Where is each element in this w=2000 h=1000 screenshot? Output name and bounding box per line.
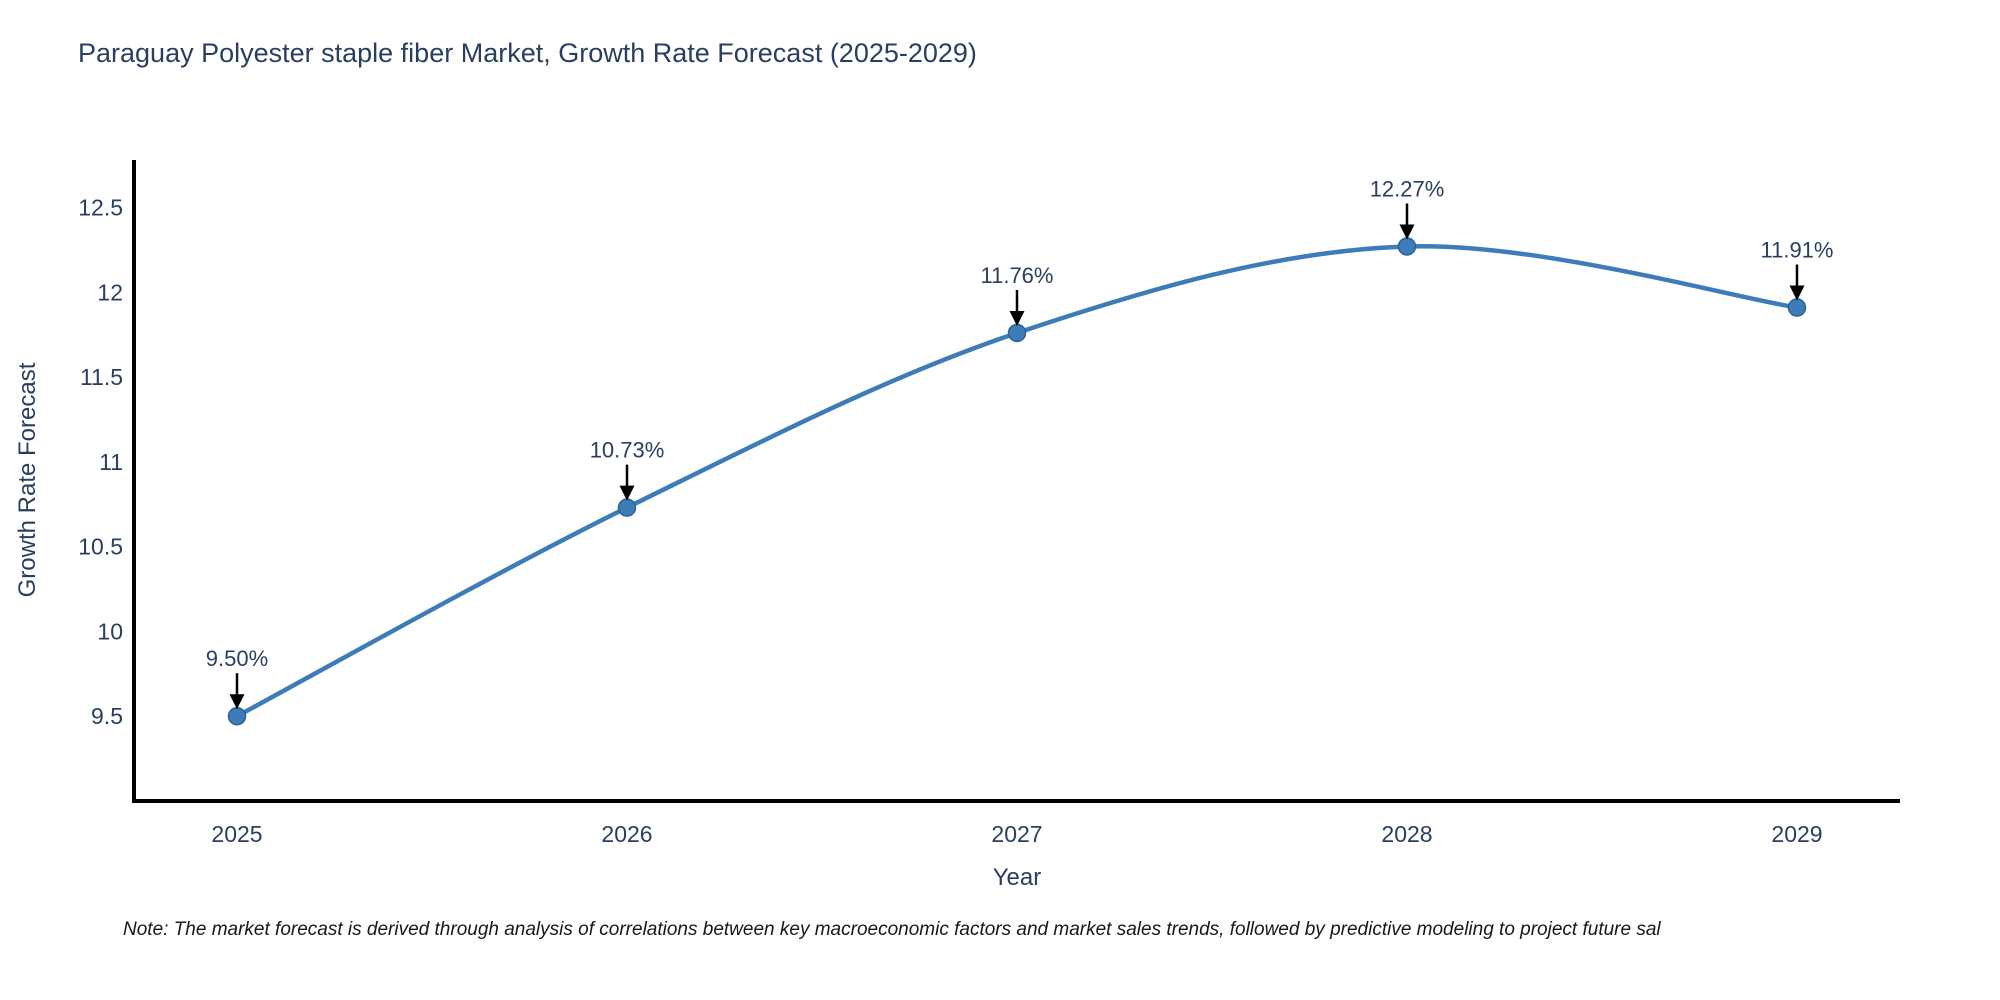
data-point-marker [1397, 237, 1417, 256]
annotation-arrow-head [1009, 310, 1025, 326]
annotation-arrow-head [619, 485, 635, 501]
data-point-marker [1787, 298, 1807, 317]
annotation-arrow-head [1789, 285, 1805, 301]
y-tick-label: 11.5 [80, 364, 123, 390]
x-tick-label: 2025 [211, 821, 262, 847]
data-point-label: 11.91% [1761, 238, 1834, 263]
y-tick-label: 10.5 [78, 534, 123, 560]
data-point-label: 12.27% [1370, 176, 1445, 201]
y-tick-label: 11 [99, 449, 123, 475]
y-tick-label: 9.5 [91, 703, 123, 729]
x-axis-title: Year [992, 864, 1042, 891]
x-tick-label: 2027 [991, 821, 1042, 847]
data-point-marker [1007, 323, 1027, 343]
x-tick-label: 2029 [1771, 821, 1822, 847]
y-tick-label: 12 [97, 279, 123, 305]
x-tick-label: 2028 [1381, 821, 1432, 847]
y-tick-label: 12.5 [78, 194, 123, 220]
x-tick-label: 2026 [601, 821, 652, 847]
data-point-marker [227, 706, 247, 726]
data-point-label: 10.73% [590, 438, 665, 463]
chart-title: Paraguay Polyester staple fiber Market, … [78, 38, 977, 68]
data-point-label: 11.76% [981, 263, 1054, 288]
y-tick-label: 10 [97, 618, 123, 644]
axis-frame [132, 160, 1900, 803]
data-point-marker [617, 498, 637, 517]
data-point-label: 9.50% [206, 646, 268, 671]
annotation-arrow-head [1399, 224, 1415, 240]
annotation-arrow-head [229, 694, 245, 710]
footnote-text: Note: The market forecast is derived thr… [123, 919, 1661, 940]
